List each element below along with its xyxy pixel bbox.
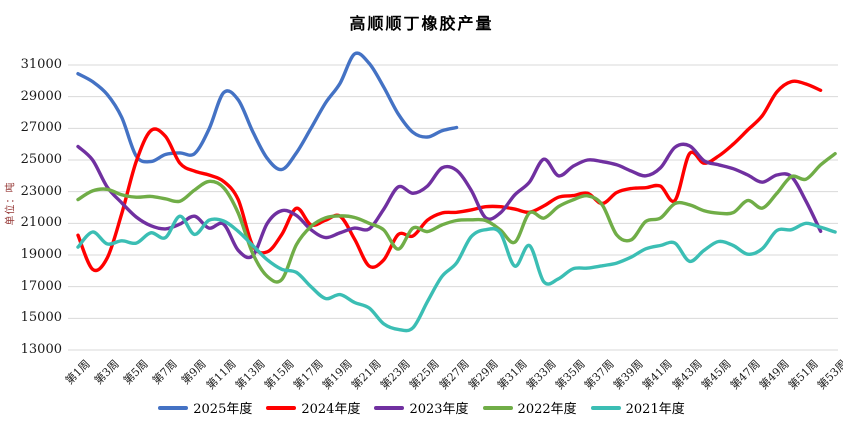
- legend-label: 2023年度: [409, 402, 469, 417]
- y-tick-label: 29000: [20, 88, 62, 104]
- legend-item-2025年度: 2025年度: [158, 398, 252, 417]
- legend-item-2023年度: 2023年度: [374, 398, 469, 417]
- series-line-2023年度: [76, 142, 823, 260]
- y-tick-label: 19000: [20, 247, 62, 262]
- y-tick-label: 15000: [20, 310, 62, 326]
- series-line-2021年度: [76, 214, 837, 333]
- y-tick-label: 17000: [20, 278, 62, 294]
- y-tick-label: 31000: [20, 57, 62, 72]
- legend-item-2021年度: 2021年度: [590, 398, 685, 417]
- series-line-2025年度: [76, 51, 459, 172]
- legend-item-2022年度: 2022年度: [482, 398, 577, 417]
- chart-legend: 2025年度 2024年度 2023年度 2022年度 2021年度: [0, 398, 843, 417]
- y-tick-label: 23000: [20, 183, 62, 199]
- legend-swatch: [374, 405, 405, 410]
- legend-item-2024年度: 2024年度: [266, 398, 360, 417]
- legend-label: 2021年度: [625, 402, 685, 417]
- y-tick-label: 21000: [20, 215, 62, 231]
- legend-swatch: [158, 405, 189, 410]
- legend-label: 2022年度: [517, 402, 577, 417]
- legend-swatch: [266, 405, 297, 410]
- series-line-2022年度: [76, 152, 837, 284]
- legend-swatch: [482, 405, 513, 410]
- y-tick-label: 27000: [20, 120, 62, 136]
- chart-title: 高顺顺丁橡胶产量: [349, 14, 494, 33]
- y-tick-label: 25000: [20, 152, 62, 167]
- legend-swatch: [590, 405, 621, 410]
- series-line-2024年度: [76, 79, 823, 273]
- legend-label: 2025年度: [193, 402, 253, 417]
- legend-label: 2024年度: [301, 402, 361, 417]
- y-tick-label: 13000: [20, 342, 62, 357]
